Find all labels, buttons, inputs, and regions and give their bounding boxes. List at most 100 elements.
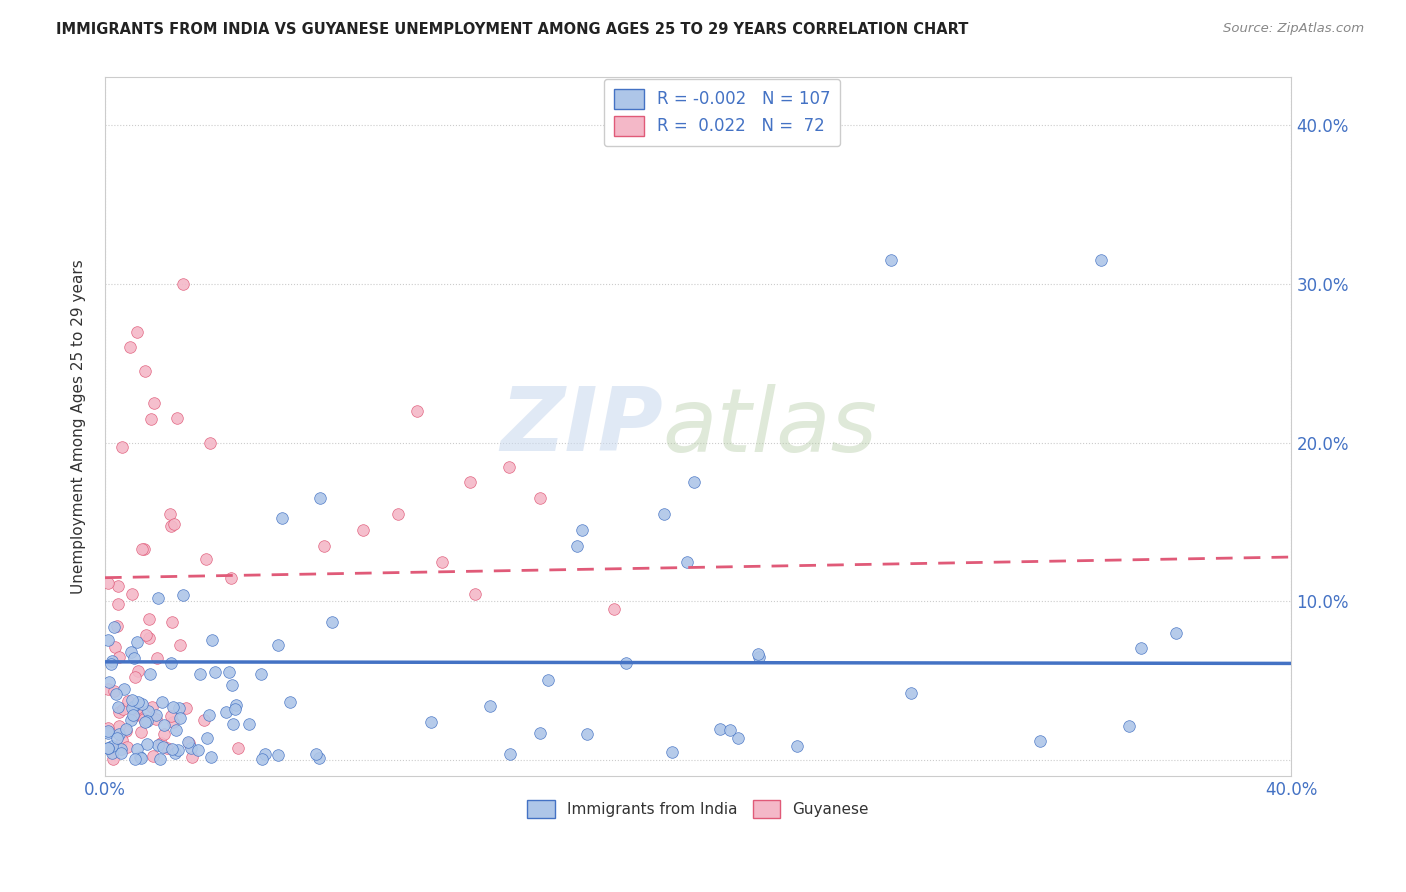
Point [748,649,770,664]
Point [97,741,120,756]
Point [122,651,145,665]
Point [103,640,125,654]
Point [122,709,145,723]
Point [1164,626,1187,640]
Point [97,633,120,648]
Point [131,542,153,557]
Point [141,412,163,426]
Point [124,752,146,766]
Point [149,752,172,766]
Point [128,750,150,764]
Point [880,253,903,268]
Point [125,700,148,714]
Point [138,631,160,645]
Point [121,692,143,706]
Point [172,589,194,603]
Point [97,674,120,689]
Point [107,649,129,664]
Point [124,670,146,684]
Point [122,707,145,722]
Point [127,664,149,678]
Point [250,667,273,681]
Point [136,737,159,751]
Point [146,650,169,665]
Point [101,746,124,760]
Point [718,723,741,737]
Point [134,714,156,729]
Point [97,726,120,740]
Point [464,586,486,600]
Point [900,685,922,699]
Legend: Immigrants from India, Guyanese: Immigrants from India, Guyanese [522,794,875,824]
Point [193,713,215,727]
Point [100,657,122,671]
Point [166,410,188,425]
Point [309,491,332,506]
Point [406,404,429,418]
Point [124,706,146,721]
Point [253,747,276,762]
Point [115,723,138,737]
Point [103,620,125,634]
Point [160,615,183,630]
Y-axis label: Unemployment Among Ages 25 to 29 years: Unemployment Among Ages 25 to 29 years [72,260,86,594]
Text: Source: ZipAtlas.com: Source: ZipAtlas.com [1223,22,1364,36]
Point [575,727,598,741]
Point [177,735,200,749]
Point [159,507,181,521]
Point [120,713,142,727]
Point [479,699,502,714]
Point [153,718,176,732]
Point [107,579,129,593]
Point [195,552,218,566]
Point [135,628,157,642]
Point [150,736,173,750]
Point [105,731,128,745]
Point [101,654,124,668]
Point [142,748,165,763]
Point [115,723,138,738]
Point [537,673,560,688]
Point [97,741,120,756]
Point [271,511,294,525]
Point [197,731,219,745]
Point [97,681,120,696]
Point [107,700,129,714]
Point [187,743,209,757]
Point [134,364,156,378]
Point [121,587,143,601]
Point [108,706,131,720]
Point [160,518,183,533]
Point [97,722,120,736]
Point [162,741,184,756]
Point [267,748,290,763]
Point [107,727,129,741]
Point [218,665,240,679]
Point [176,701,198,715]
Point [571,523,593,537]
Point [709,722,731,736]
Point [250,752,273,766]
Point [498,459,520,474]
Point [221,678,243,692]
Point [312,539,335,553]
Point [169,638,191,652]
Point [105,619,128,633]
Point [136,704,159,718]
Point [162,517,184,532]
Point [278,695,301,709]
Point [305,747,328,761]
Point [129,725,152,739]
Point [169,700,191,714]
Point [201,633,224,648]
Point [162,714,184,729]
Point [215,705,238,719]
Point [148,738,170,752]
Point [180,740,202,755]
Point [117,694,139,708]
Point [139,666,162,681]
Point [652,507,675,521]
Point [180,749,202,764]
Point [267,638,290,652]
Point [111,702,134,716]
